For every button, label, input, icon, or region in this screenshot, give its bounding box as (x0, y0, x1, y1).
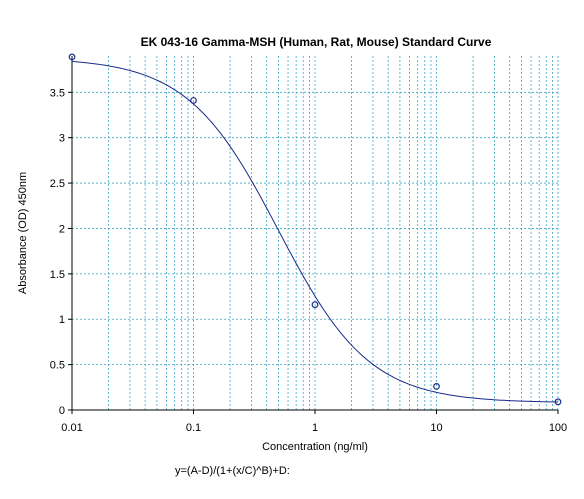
y-tick-label: 3 (59, 133, 65, 145)
y-tick-label: 1.5 (50, 269, 65, 281)
tick-labels: 0 0.5 1 1.5 2 2.5 3 3.5 0.01 0.1 1 10 100 (50, 87, 567, 434)
x-tick-label: 1 (312, 422, 318, 434)
x-tick-label: 100 (549, 422, 567, 434)
data-point (554, 398, 562, 406)
x-axis-label: Concentration (ng/ml) (262, 441, 368, 453)
data-point (68, 53, 76, 61)
data-point (433, 383, 440, 390)
data-point (311, 301, 319, 309)
y-tick-label: 3.5 (50, 87, 65, 99)
chart-title: EK 043-16 Gamma-MSH (Human, Rat, Mouse) … (141, 35, 492, 49)
fit-formula: y=(A-D)/(1+(x/C)^B)+D: (175, 465, 290, 477)
axes (68, 56, 559, 414)
x-tick-label: 10 (430, 422, 442, 434)
grid-lines (72, 56, 559, 410)
fit-curve-layer (71, 60, 559, 403)
x-tick-label: 0.1 (186, 422, 201, 434)
data-point (190, 97, 197, 104)
y-tick-label: 0 (59, 405, 65, 417)
x-tick-label: 0.01 (61, 422, 82, 434)
y-axis-label: Absorbance (OD) 450nm (17, 172, 29, 294)
data-points (68, 53, 562, 406)
y-tick-label: 1 (59, 314, 65, 326)
y-tick-label: 2 (59, 223, 65, 235)
y-tick-label: 0.5 (50, 360, 65, 372)
y-tick-label: 2.5 (50, 178, 65, 190)
fit-curve (71, 60, 559, 403)
